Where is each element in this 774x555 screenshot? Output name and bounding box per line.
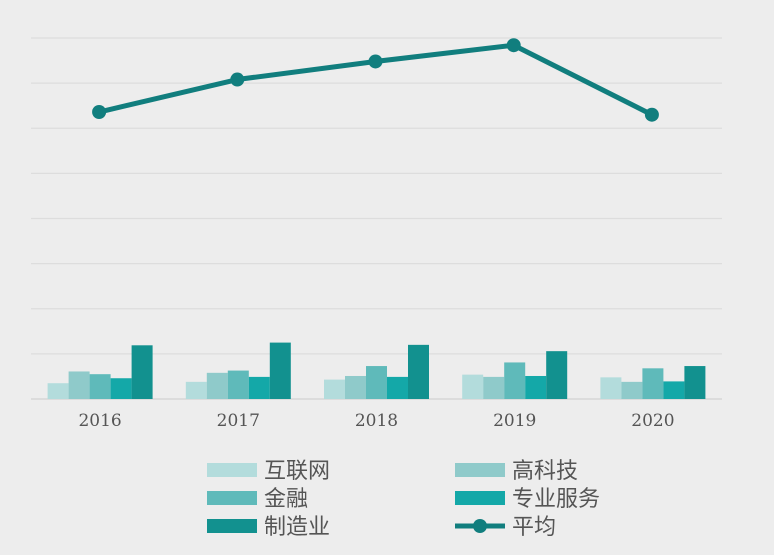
legend-swatch — [207, 491, 257, 505]
legend-label: 金融 — [264, 487, 308, 512]
bar — [131, 345, 153, 399]
legend-swatch — [207, 463, 257, 477]
line-point — [230, 72, 245, 87]
bar — [227, 370, 249, 399]
bar — [504, 362, 526, 399]
bar — [462, 374, 484, 399]
bar — [185, 381, 207, 399]
line-point — [368, 54, 383, 69]
x-tick-label: 2017 — [217, 411, 260, 431]
bar — [366, 366, 387, 399]
average-line — [92, 38, 659, 122]
bar — [408, 344, 429, 399]
legend-label: 制造业 — [264, 515, 330, 540]
x-tick-label: 2018 — [355, 411, 398, 431]
bars — [47, 342, 706, 399]
x-tick-label: 2019 — [493, 411, 536, 431]
bar — [525, 375, 547, 399]
bar — [269, 342, 291, 399]
gridlines — [31, 37, 722, 400]
bar — [324, 379, 345, 399]
legend-label: 高科技 — [512, 459, 578, 484]
bar — [684, 366, 706, 399]
bar — [89, 374, 111, 399]
bar — [483, 376, 505, 399]
bar — [248, 376, 270, 399]
bar — [621, 381, 643, 399]
x-axis-labels: 2016 2017 2018 2019 2020 — [78, 411, 674, 431]
legend-label: 专业服务 — [512, 487, 600, 512]
bar — [47, 383, 69, 399]
x-tick-label: 2020 — [631, 411, 674, 431]
line-point — [644, 107, 659, 122]
legend-swatch — [207, 519, 257, 533]
legend-label: 互联网 — [264, 459, 330, 484]
bar — [546, 351, 568, 399]
line-point — [506, 38, 521, 53]
bar — [345, 375, 366, 399]
bar — [600, 377, 622, 399]
bar — [642, 368, 664, 399]
legend-swatch — [455, 463, 505, 477]
legend-swatch — [455, 491, 505, 505]
bar — [68, 371, 90, 399]
bar — [387, 376, 408, 399]
legend-marker — [473, 519, 487, 533]
line-point — [92, 105, 107, 120]
legend-label: 平均 — [512, 515, 556, 540]
bar — [663, 381, 685, 399]
bar — [110, 378, 132, 399]
bar — [206, 372, 228, 399]
x-tick-label: 2016 — [78, 411, 121, 431]
